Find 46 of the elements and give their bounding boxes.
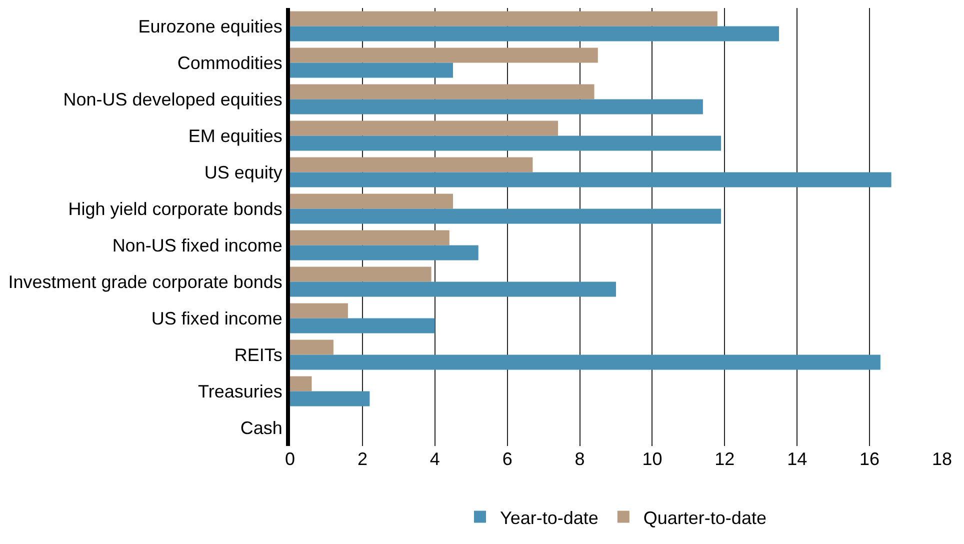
y-tick-label: REITs	[234, 345, 282, 366]
bar	[290, 282, 616, 297]
bar	[290, 157, 533, 172]
legend-label: Year-to-date	[500, 508, 598, 528]
bar	[290, 120, 558, 136]
bar	[290, 194, 453, 209]
x-tick-label: 12	[714, 449, 735, 469]
bar	[290, 391, 370, 406]
bar	[290, 303, 348, 318]
x-tick-label: 0	[284, 449, 296, 469]
bar	[290, 208, 722, 224]
x-tick-label: 10	[642, 449, 662, 469]
bar	[290, 136, 722, 151]
y-tick-label: US fixed income	[151, 308, 282, 329]
y-tick-label: Treasuries	[198, 382, 282, 402]
bar	[290, 354, 880, 370]
y-tick-label: Investment grade corporate bonds	[8, 272, 282, 292]
x-tick-label: 18	[932, 449, 952, 469]
x-tick-label: 8	[574, 449, 585, 469]
x-tick-label: 2	[357, 449, 368, 469]
y-tick-label: Commodities	[177, 53, 282, 74]
y-tick-label: US equity	[204, 162, 282, 183]
bar	[290, 172, 892, 188]
x-tick-label: 4	[430, 449, 440, 469]
bar	[290, 48, 598, 63]
x-tick-label: 16	[860, 449, 880, 469]
bar	[290, 62, 453, 78]
bar	[290, 245, 478, 260]
x-tick-label: 14	[787, 449, 808, 469]
y-tick-label: Eurozone equities	[138, 16, 282, 37]
bar	[290, 11, 718, 26]
y-tick-label: EM equities	[188, 126, 282, 146]
y-tick-label: Cash	[240, 418, 282, 438]
bar	[290, 230, 450, 246]
bar	[290, 318, 435, 334]
bar	[290, 26, 779, 42]
y-tick-label: Non-US fixed income	[112, 236, 282, 256]
bar	[290, 99, 703, 114]
bar	[290, 340, 334, 355]
bar	[290, 84, 594, 100]
y-tick-label: Non-US developed equities	[63, 90, 282, 110]
bar	[290, 376, 312, 392]
legend-label: Quarter-to-date	[643, 508, 766, 528]
bar	[290, 266, 432, 282]
y-tick-label: High yield corporate bonds	[68, 199, 282, 220]
x-tick-label: 6	[502, 449, 512, 469]
